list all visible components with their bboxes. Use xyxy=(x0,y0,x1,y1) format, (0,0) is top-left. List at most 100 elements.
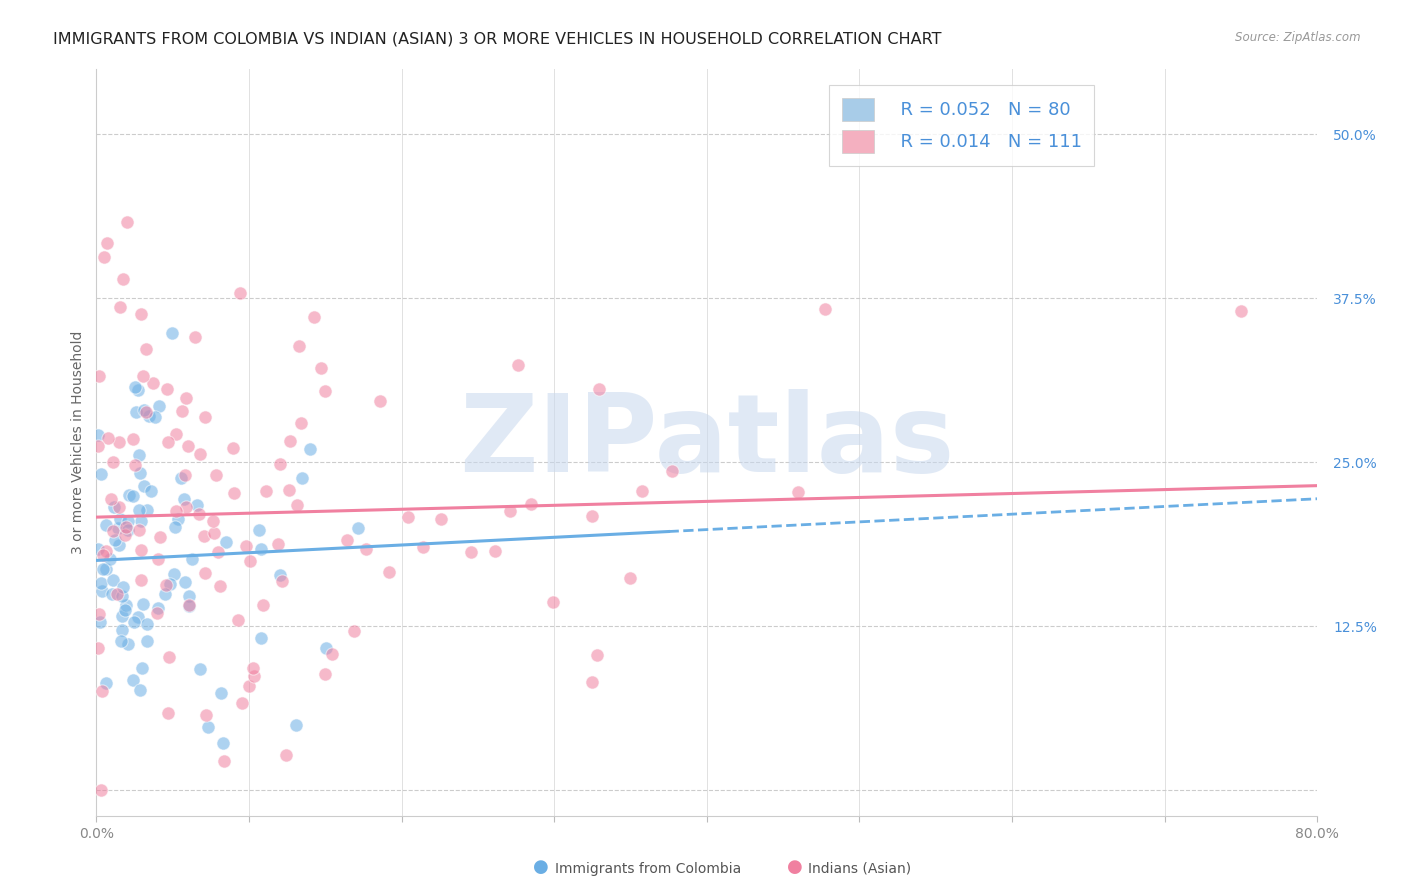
Point xyxy=(87,427,110,442)
Point xyxy=(291,471,314,485)
Point xyxy=(347,521,370,535)
Point xyxy=(132,369,155,384)
Point xyxy=(368,394,391,409)
Point xyxy=(186,499,208,513)
Point xyxy=(581,509,603,524)
Point xyxy=(188,662,211,676)
Point xyxy=(155,587,177,601)
Point xyxy=(96,236,118,251)
Point xyxy=(269,457,291,471)
Point xyxy=(254,484,277,499)
Point xyxy=(197,720,219,734)
Point xyxy=(136,633,159,648)
Point xyxy=(146,600,169,615)
Point xyxy=(266,536,288,550)
Point xyxy=(412,540,434,554)
Point xyxy=(499,504,522,518)
Point xyxy=(231,696,253,710)
Point xyxy=(194,566,217,581)
Point xyxy=(195,708,218,723)
Point xyxy=(202,525,225,540)
Point xyxy=(235,540,257,554)
Point xyxy=(170,471,193,485)
Point xyxy=(165,426,187,441)
Point xyxy=(94,517,117,532)
Point xyxy=(193,529,215,543)
Y-axis label: 3 or more Vehicles in Household: 3 or more Vehicles in Household xyxy=(72,331,86,554)
Point xyxy=(586,648,609,662)
Point xyxy=(127,609,149,624)
Point xyxy=(157,434,180,449)
Text: ZIPatlas: ZIPatlas xyxy=(458,390,955,495)
Point xyxy=(136,616,159,631)
Point xyxy=(111,608,134,623)
Point xyxy=(108,434,131,449)
Point xyxy=(101,455,124,469)
Point xyxy=(155,578,177,592)
Point xyxy=(661,464,683,478)
Point xyxy=(177,598,200,612)
Point xyxy=(117,637,139,651)
Point xyxy=(129,573,152,587)
Point xyxy=(242,669,264,683)
Point xyxy=(107,521,129,535)
Point xyxy=(173,491,195,506)
Point xyxy=(163,567,186,582)
Point xyxy=(278,483,301,497)
Point xyxy=(157,649,180,664)
Legend:   R = 0.052   N = 80,   R = 0.014   N = 111: R = 0.052 N = 80, R = 0.014 N = 111 xyxy=(830,85,1094,166)
Point xyxy=(541,595,564,609)
Point xyxy=(814,302,837,317)
Text: ●: ● xyxy=(533,858,550,876)
Point xyxy=(252,598,274,612)
Point xyxy=(111,623,134,637)
Point xyxy=(285,498,308,512)
Point xyxy=(139,483,162,498)
Point xyxy=(91,548,114,562)
Point xyxy=(129,307,152,321)
Point xyxy=(107,500,129,514)
Point xyxy=(787,484,810,499)
Point xyxy=(103,500,125,514)
Point xyxy=(122,615,145,630)
Point xyxy=(247,523,270,537)
Point xyxy=(222,486,245,500)
Point xyxy=(619,571,641,585)
Point xyxy=(132,403,155,417)
Point xyxy=(212,754,235,768)
Point xyxy=(430,512,453,526)
Point xyxy=(314,384,336,398)
Point xyxy=(115,598,138,612)
Point xyxy=(124,458,146,472)
Point xyxy=(167,512,190,526)
Point xyxy=(114,528,136,542)
Point xyxy=(187,507,209,521)
Point xyxy=(114,603,136,617)
Point xyxy=(177,439,200,453)
Point xyxy=(110,633,132,648)
Point xyxy=(118,488,141,502)
Point xyxy=(229,286,252,301)
Point xyxy=(183,329,205,343)
Point xyxy=(115,215,138,229)
Point xyxy=(138,409,160,424)
Point xyxy=(128,502,150,516)
Point xyxy=(129,682,152,697)
Point xyxy=(159,577,181,591)
Point xyxy=(162,326,184,341)
Point xyxy=(90,575,112,590)
Point xyxy=(269,568,291,582)
Point xyxy=(90,467,112,481)
Point xyxy=(98,551,121,566)
Point xyxy=(174,391,197,405)
Point xyxy=(460,544,482,558)
Point xyxy=(148,399,170,413)
Point xyxy=(97,431,120,445)
Point xyxy=(298,442,321,456)
Point xyxy=(89,615,111,630)
Point xyxy=(238,679,260,693)
Point xyxy=(131,661,153,675)
Point xyxy=(201,514,224,528)
Text: Source: ZipAtlas.com: Source: ZipAtlas.com xyxy=(1236,31,1361,45)
Point xyxy=(101,587,124,601)
